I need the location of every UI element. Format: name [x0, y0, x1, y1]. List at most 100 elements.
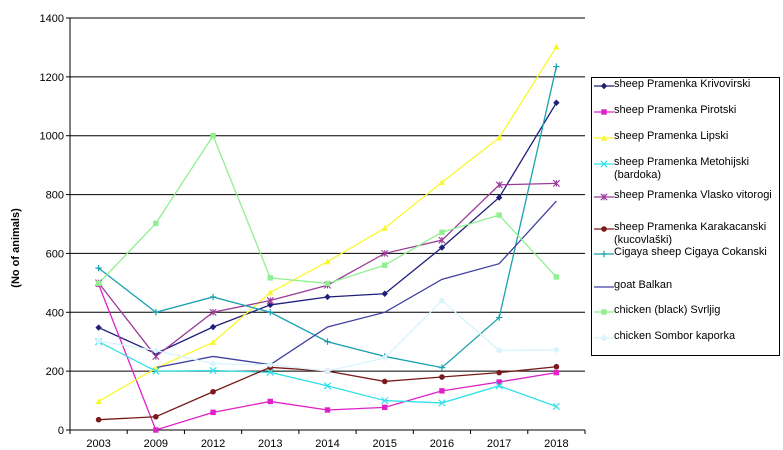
data-point	[95, 264, 102, 272]
data-point	[95, 338, 102, 344]
data-point	[95, 398, 102, 405]
data-point	[152, 365, 160, 371]
legend-label: Cigaya sheep Cigaya Cokanski	[614, 246, 767, 258]
data-point	[553, 43, 560, 50]
data-point	[438, 236, 446, 244]
data-point	[553, 63, 560, 70]
legend-swatch-marker	[600, 134, 608, 141]
data-point	[267, 275, 273, 281]
y-tick-label: 800	[46, 190, 64, 202]
data-point	[439, 297, 445, 304]
data-point	[495, 181, 503, 189]
data-point	[324, 258, 331, 265]
data-point	[324, 280, 331, 287]
legend-label: goat Balkan	[614, 279, 673, 291]
x-tick-label: 2015	[372, 438, 396, 450]
data-point	[496, 369, 502, 376]
data-point	[553, 347, 560, 353]
data-point	[496, 347, 502, 354]
data-point	[95, 416, 102, 423]
legend-label: sheep Pramenka Lipski	[614, 130, 729, 142]
y-tick-label: 1000	[40, 131, 64, 143]
legend-swatch-marker	[601, 335, 607, 341]
x-tick-label: 2013	[258, 438, 282, 450]
legend-swatch	[594, 335, 614, 341]
legend-swatch	[594, 160, 614, 168]
data-point	[381, 224, 388, 231]
legend-swatch	[594, 193, 614, 201]
x-axis-ticks: 2003 2009 2012 2013 2014 2015 2016 2017 2018	[69, 430, 586, 450]
legend-swatch-marker	[600, 82, 608, 90]
y-tick-label: 0	[58, 425, 64, 437]
data-point	[266, 368, 274, 376]
data-point	[209, 339, 217, 346]
data-point	[439, 374, 445, 380]
data-point	[496, 379, 502, 385]
series-line-9	[98, 299, 557, 372]
legend-swatch-marker	[600, 250, 608, 258]
legend-swatch	[594, 250, 614, 258]
data-point	[152, 352, 160, 361]
y-tick-label: 1400	[40, 13, 64, 25]
legend-swatch-marker	[601, 309, 607, 315]
data-point	[438, 244, 446, 251]
data-point	[382, 262, 388, 268]
data-point	[495, 194, 503, 201]
x-tick-label: 2003	[86, 438, 110, 450]
legend-swatch	[594, 226, 614, 232]
data-point	[495, 314, 503, 321]
y-axis-label: (No of animals)	[10, 208, 22, 288]
series-markers	[94, 43, 561, 433]
data-point	[552, 179, 560, 187]
data-point	[267, 309, 274, 316]
data-point	[553, 274, 560, 280]
legend-label: chicken Sombor kaporka	[614, 330, 736, 342]
data-point	[439, 229, 445, 235]
series-line-6	[98, 66, 558, 369]
series-line-0	[98, 102, 557, 355]
data-point	[438, 399, 446, 407]
data-point	[267, 361, 274, 368]
data-point	[324, 293, 331, 301]
data-point	[210, 133, 216, 139]
data-point	[209, 366, 217, 375]
legend-label: sheep Pramenka Karakacanski (kucovlaški)	[614, 221, 767, 246]
data-point	[209, 293, 217, 301]
data-point	[153, 220, 159, 227]
data-point	[552, 402, 561, 411]
x-tick-label: 2016	[430, 438, 454, 450]
data-point	[324, 368, 331, 374]
data-point	[381, 355, 388, 361]
legend-swatch	[594, 82, 614, 90]
y-tick-label: 200	[46, 366, 64, 378]
data-point	[267, 289, 274, 296]
data-point	[209, 308, 217, 316]
data-point	[381, 378, 388, 385]
data-point	[381, 290, 388, 297]
x-tick-label: 2017	[487, 438, 511, 450]
legend-swatch-marker	[601, 109, 607, 115]
legend-swatch	[594, 134, 614, 141]
data-point	[267, 398, 273, 405]
legend-swatch	[594, 286, 614, 288]
legend-swatch-marker	[600, 160, 608, 168]
data-point	[553, 369, 560, 376]
data-point	[381, 249, 389, 258]
data-point	[324, 338, 331, 345]
x-tick-label: 2012	[201, 438, 225, 450]
x-tick-label: 2018	[544, 438, 568, 450]
y-tick-label: 400	[46, 307, 64, 319]
y-tick-label: 600	[46, 248, 64, 260]
data-point	[152, 367, 160, 375]
data-point	[266, 296, 274, 305]
data-point	[210, 409, 216, 416]
legend-swatch-marker	[601, 226, 607, 232]
data-point	[438, 364, 446, 371]
data-point	[323, 382, 332, 390]
data-point	[153, 347, 159, 354]
legend-label: sheep Pramenka Krivovirski	[614, 78, 751, 90]
legend-swatch	[594, 309, 614, 315]
legend-label: sheep Pramenka Pirotski	[614, 104, 737, 116]
data-point	[553, 99, 560, 106]
